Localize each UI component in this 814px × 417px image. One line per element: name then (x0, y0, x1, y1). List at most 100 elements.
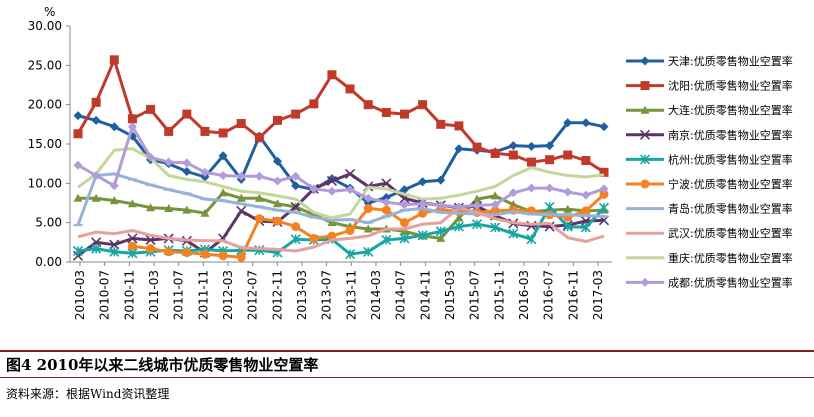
data-point-marker (508, 228, 519, 239)
data-point-marker (508, 188, 518, 198)
data-point-marker (363, 204, 373, 214)
data-point-marker (236, 252, 246, 262)
legend-label: 南京:优质零售物业空置率 (668, 128, 793, 142)
data-point-marker (290, 234, 301, 245)
data-point-marker (399, 185, 409, 195)
data-point-marker (146, 203, 156, 212)
y-tick-label: 20.00 (28, 98, 62, 112)
data-point-marker (526, 234, 537, 245)
data-point-marker (472, 142, 482, 152)
data-point-marker (182, 205, 192, 214)
data-point-marker (73, 223, 83, 227)
data-point-marker (254, 193, 264, 202)
data-point-marker (454, 121, 464, 131)
y-tick-label: 15.00 (28, 137, 62, 151)
data-point-marker (91, 97, 101, 107)
data-point-marker (327, 219, 337, 222)
data-point-marker (545, 213, 555, 216)
x-tick-label: 2016-03 (517, 270, 531, 320)
data-point-marker (200, 167, 210, 177)
data-point-marker (254, 205, 264, 209)
data-point-marker (399, 226, 409, 235)
data-point-marker (73, 193, 83, 202)
x-tick-label: 2011-03 (147, 270, 161, 320)
series-1 (73, 55, 609, 177)
data-point-marker (291, 211, 301, 214)
data-point-marker (563, 204, 573, 213)
data-point-marker (291, 181, 301, 191)
series-8 (77, 147, 605, 220)
data-point-marker (127, 241, 137, 251)
data-point-marker (418, 100, 428, 110)
data-point-marker (146, 183, 156, 187)
source-note: 资料来源：根据Wind资讯整理 (6, 387, 170, 401)
data-point-marker (73, 129, 83, 139)
data-point-marker (599, 215, 609, 218)
data-point-marker (109, 196, 119, 205)
legend-label: 沈阳:优质零售物业空置率 (668, 79, 793, 93)
data-point-marker (545, 155, 555, 165)
data-point-marker (490, 191, 500, 200)
data-point-marker (490, 200, 500, 210)
x-tick-label: 2012-03 (221, 270, 235, 320)
data-point-marker (508, 150, 518, 160)
data-point-marker (526, 183, 536, 193)
x-tick-label: 2012-11 (270, 270, 284, 320)
data-point-marker (127, 122, 137, 132)
data-point-marker (399, 218, 409, 228)
series-9 (73, 122, 609, 212)
legend-item: 杭州:优质零售物业空置率 (626, 152, 793, 166)
data-point-marker (182, 158, 192, 168)
data-point-marker (291, 109, 301, 119)
data-point-marker (363, 246, 374, 257)
data-point-marker (436, 211, 446, 214)
x-tick-label: 2014-11 (418, 270, 432, 320)
data-point-marker (327, 231, 337, 241)
data-point-marker (326, 175, 337, 187)
legend-item: 武汉:优质零售物业空置率 (626, 226, 793, 240)
data-point-marker (290, 201, 301, 212)
data-point-marker (381, 234, 392, 246)
data-point-marker (381, 108, 391, 118)
data-point-marker (581, 118, 591, 128)
x-tick-label: 2010-03 (73, 270, 87, 320)
data-point-marker (581, 156, 591, 166)
data-point-marker (273, 115, 283, 125)
y-tick-label: 5.00 (35, 216, 62, 230)
legend-item: 宁波:优质零售物业空置率 (626, 177, 793, 191)
data-point-marker (182, 248, 192, 258)
x-tick-label: 2014-07 (394, 270, 408, 320)
data-point-marker (563, 187, 573, 197)
data-point-marker (273, 216, 283, 226)
data-point-marker (218, 251, 228, 261)
data-point-marker (73, 111, 83, 121)
data-point-marker (544, 201, 555, 212)
data-point-marker (109, 122, 119, 132)
legend-label: 宁波:优质零售物业空置率 (668, 177, 793, 191)
legend-label: 大连:优质零售物业空置率 (668, 103, 793, 117)
data-point-marker (363, 193, 373, 203)
data-point-marker (164, 247, 174, 257)
data-point-marker (327, 186, 337, 196)
data-point-marker (345, 226, 355, 236)
x-tick-label: 2016-11 (566, 270, 580, 320)
data-point-marker (508, 200, 518, 209)
data-point-marker (381, 215, 391, 218)
data-point-marker (472, 200, 482, 210)
data-point-marker (109, 55, 119, 65)
data-point-marker (127, 233, 138, 244)
data-point-marker (581, 206, 591, 216)
data-point-marker (418, 207, 428, 210)
data-point-marker (345, 185, 355, 195)
data-point-marker (472, 194, 482, 203)
data-point-marker (581, 214, 591, 217)
data-point-marker (381, 178, 392, 189)
data-point-marker (254, 133, 264, 143)
data-point-marker (598, 202, 610, 213)
data-point-marker (563, 118, 573, 128)
legend-item: 成都:优质零售物业空置率 (626, 275, 793, 289)
legend-label: 天津:优质零售物业空置率 (668, 54, 793, 68)
series-line (77, 206, 605, 253)
x-tick-label: 2013-03 (295, 270, 309, 320)
data-point-marker (236, 193, 246, 202)
